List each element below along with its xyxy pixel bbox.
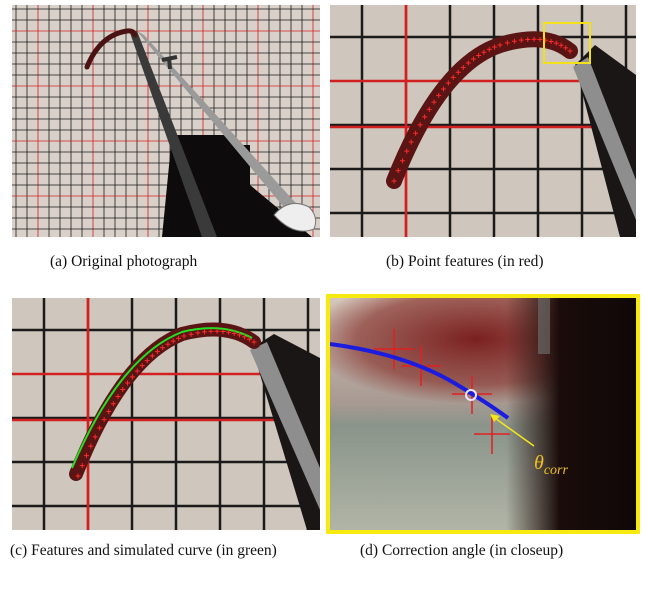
photo-closeup: θcorr <box>326 294 640 534</box>
photo-simulated <box>12 298 320 530</box>
caption: (d) Correction angle (in closeup) <box>360 540 620 561</box>
caption: (b) Point features (in red) <box>386 251 626 272</box>
figure: θcorr (a) Original photograph (b) Point … <box>0 0 646 591</box>
angle-symbol: θ <box>534 452 544 474</box>
photo-features <box>330 5 636 237</box>
caption: (c) Features and simulated curve (in gre… <box>10 540 280 561</box>
tweezer-edge <box>538 294 550 354</box>
photo-original <box>12 5 320 237</box>
angle-subscript: corr <box>544 463 569 478</box>
caption: (a) Original photograph <box>50 251 290 272</box>
tweezer-blur <box>506 294 640 534</box>
